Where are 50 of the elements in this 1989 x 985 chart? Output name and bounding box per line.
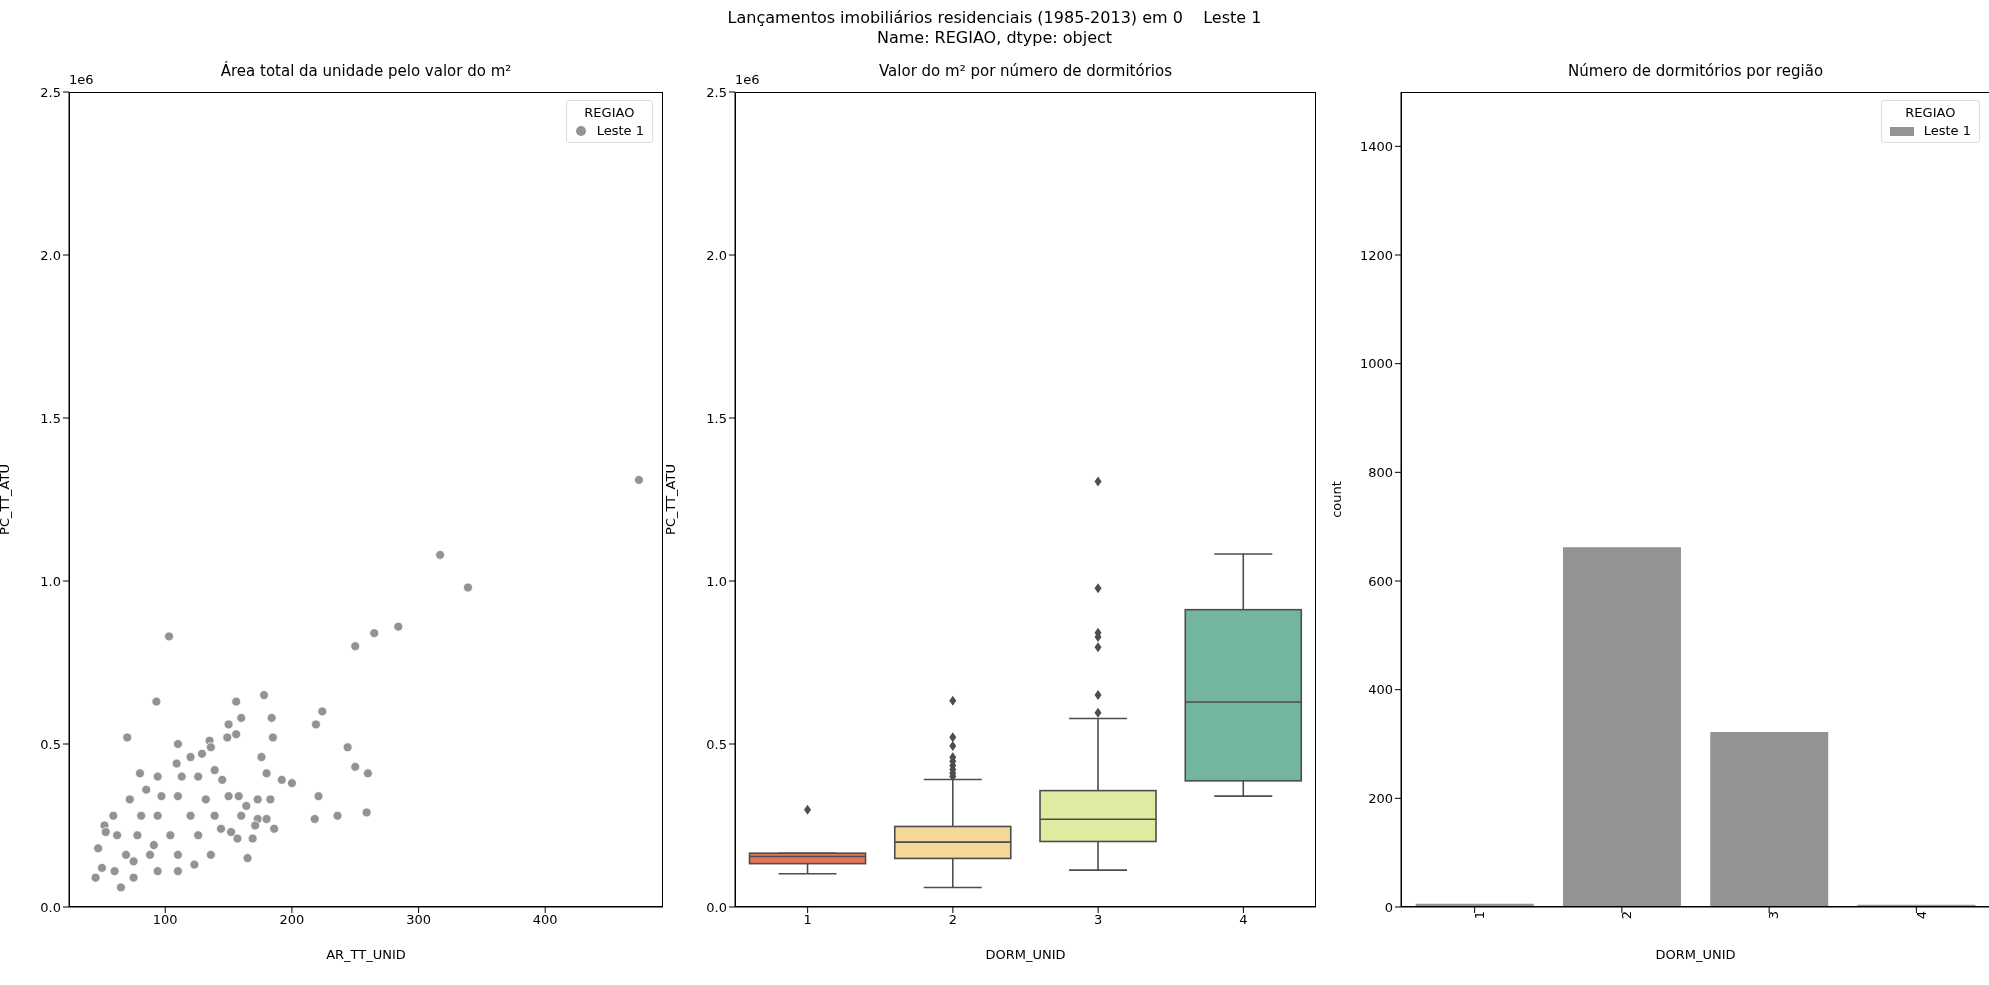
- y-tick-label: 800: [1368, 464, 1393, 480]
- y-tick-label: 200: [1368, 790, 1393, 806]
- y-tick-label: 1200: [1359, 247, 1393, 263]
- text: Name: REGIAO, dtype: object: [875, 28, 1114, 48]
- x-tick-label: 3: [1766, 911, 1782, 920]
- y-tick-label: 1.0: [706, 573, 727, 589]
- legend-title: REGIAO: [1904, 105, 1957, 120]
- x-tick-label: 2: [1619, 911, 1635, 920]
- y-tick-label: 2.0: [706, 247, 727, 263]
- x-tick-label: 4: [1239, 912, 1248, 928]
- y-tick-label: 0.5: [706, 736, 727, 752]
- bar: [1710, 732, 1829, 907]
- text: 1e6: [69, 72, 94, 87]
- y-tick-label: 2.5: [706, 84, 727, 100]
- x-tick-label: 2: [948, 912, 958, 928]
- x-axis-title: DORM_UNID: [1655, 947, 1736, 962]
- x-tick-label: 3: [1093, 912, 1103, 928]
- chart-title: Valor do m² por número de dormitórios: [879, 62, 1172, 80]
- chart-title: Número de dormitórios por região: [1566, 62, 1825, 80]
- y-tick-label: 1.0: [40, 573, 61, 589]
- x-axis-title: DORM_UNID: [985, 947, 1066, 962]
- text: 1e6: [735, 72, 760, 87]
- y-tick-label: 600: [1368, 573, 1393, 589]
- y-tick-label: 1.5: [706, 410, 727, 426]
- y-axis-title: PC_TT_ATU: [662, 464, 678, 535]
- legend-label: Leste 1: [1923, 123, 1971, 138]
- y-tick-label: 0.0: [706, 899, 727, 915]
- x-tick-label: 4: [1913, 911, 1929, 920]
- y-tick-label: 2.5: [40, 84, 61, 100]
- x-tick-label: 300: [406, 912, 431, 928]
- y-tick-label: 1000: [1359, 356, 1393, 372]
- legend-label: Leste 1: [596, 123, 644, 138]
- x-tick-label: 100: [152, 912, 178, 928]
- x-tick-label: 1: [803, 912, 812, 928]
- y-tick-label: 1400: [1359, 138, 1393, 154]
- chart-title: Área total da unidade pelo valor do m²: [220, 62, 512, 80]
- y-axis-title: count: [1328, 481, 1344, 518]
- y-tick-label: 0.5: [40, 736, 61, 752]
- x-tick-label: 200: [279, 912, 305, 928]
- y-tick-label: 2.0: [40, 247, 61, 263]
- x-tick-label: 1: [1471, 911, 1487, 920]
- y-tick-label: 0: [1384, 899, 1393, 915]
- x-axis-title: AR_TT_UNID: [326, 947, 406, 962]
- legend-title: REGIAO: [583, 105, 636, 120]
- x-tick-label: 400: [532, 912, 558, 928]
- text: Lançamentos imobiliários residenciais (1985-2013) em 0 Leste 1: [726, 8, 1263, 28]
- y-tick-label: 0.0: [40, 899, 61, 915]
- bar: [1562, 547, 1681, 907]
- y-tick-label: 1.5: [40, 410, 61, 426]
- y-tick-label: 400: [1368, 682, 1393, 698]
